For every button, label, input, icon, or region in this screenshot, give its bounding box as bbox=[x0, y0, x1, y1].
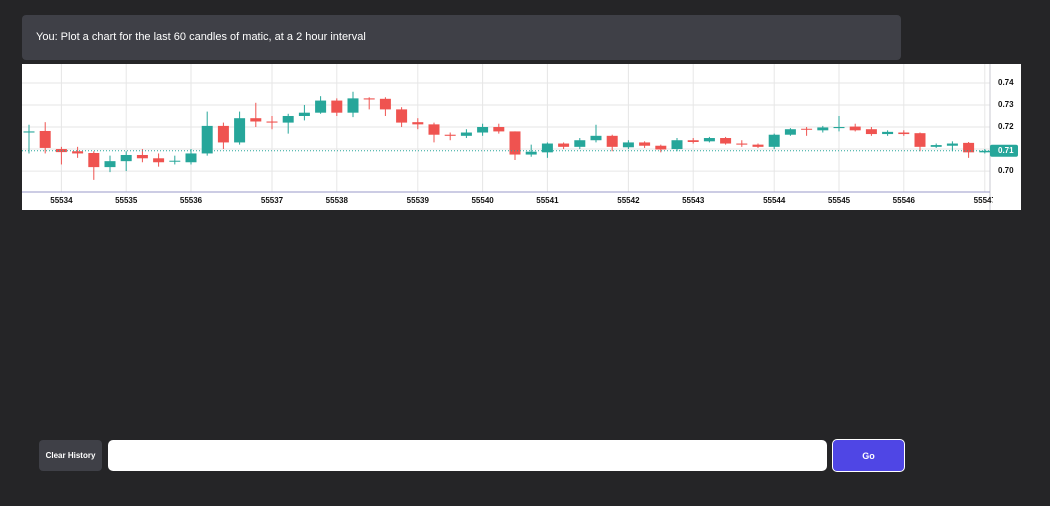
x-tick-label: 55543 bbox=[682, 196, 705, 205]
candle-body bbox=[639, 142, 651, 146]
x-tick-label: 55540 bbox=[471, 196, 494, 205]
candle-body bbox=[347, 98, 359, 113]
candle-body bbox=[849, 126, 861, 131]
candlestick-chart: 55534 55535 55536 55537 55538 55539 55540 55541… bbox=[22, 64, 1021, 210]
candle-body bbox=[720, 138, 732, 144]
candle-body bbox=[88, 153, 100, 168]
candle-body bbox=[169, 160, 181, 162]
candle-body bbox=[282, 115, 294, 123]
candle-body bbox=[768, 134, 780, 147]
x-tick-label: 55545 bbox=[828, 196, 851, 205]
candle-body bbox=[185, 153, 197, 163]
candle-body bbox=[801, 128, 813, 130]
candle-body bbox=[752, 144, 764, 147]
candle-body bbox=[817, 127, 829, 131]
candle-body bbox=[541, 143, 553, 153]
candle-body bbox=[363, 98, 375, 100]
candle-body bbox=[979, 150, 990, 153]
x-tick-label: 55535 bbox=[115, 196, 138, 205]
y-tick-label: 0.73 bbox=[998, 100, 1014, 109]
clear-history-button[interactable]: Clear History bbox=[39, 440, 102, 471]
candle-body bbox=[590, 135, 602, 141]
candle-body bbox=[914, 133, 926, 147]
prompt-input[interactable] bbox=[108, 440, 827, 471]
candle-body bbox=[201, 125, 213, 154]
go-button[interactable]: Go bbox=[832, 439, 905, 472]
candle-body bbox=[120, 154, 132, 162]
y-tick-label: 0.70 bbox=[998, 166, 1014, 175]
candle-body bbox=[428, 124, 440, 135]
x-tick-label: 55537 bbox=[261, 196, 284, 205]
candle-body bbox=[784, 129, 796, 135]
chat-message: You: Plot a chart for the last 60 candle… bbox=[22, 15, 901, 60]
candle-body bbox=[136, 154, 148, 159]
candle-body bbox=[703, 138, 715, 142]
candle-body bbox=[606, 135, 618, 147]
x-tick-label: 55547 bbox=[974, 196, 997, 205]
candle-body bbox=[525, 151, 537, 155]
candle-body bbox=[930, 145, 942, 147]
candle-body bbox=[833, 127, 845, 129]
x-tick-label: 55539 bbox=[407, 196, 430, 205]
candle-body bbox=[412, 122, 424, 125]
candle-body bbox=[331, 100, 343, 113]
candle-body bbox=[477, 127, 489, 133]
candle-body bbox=[736, 143, 748, 145]
x-tick-label: 55534 bbox=[50, 196, 73, 205]
candle-body bbox=[72, 151, 84, 154]
y-tick-label: 0.72 bbox=[998, 122, 1014, 131]
candle-body bbox=[39, 130, 51, 148]
x-tick-label: 55536 bbox=[180, 196, 203, 205]
candle-body bbox=[153, 158, 165, 163]
candle-body bbox=[266, 121, 278, 123]
candle-body bbox=[687, 140, 699, 142]
candle-body bbox=[622, 142, 634, 148]
x-tick-label: 55544 bbox=[763, 196, 786, 205]
candle-body bbox=[250, 118, 262, 122]
candle-body bbox=[234, 118, 246, 143]
candle-body bbox=[444, 134, 456, 136]
candle-body bbox=[460, 132, 472, 136]
candle-body bbox=[23, 131, 35, 133]
candle-body bbox=[865, 129, 877, 135]
candle-body bbox=[396, 109, 408, 123]
candle-body bbox=[298, 112, 310, 116]
candle-body bbox=[963, 142, 975, 153]
candle-body bbox=[217, 125, 229, 143]
candle-body bbox=[655, 145, 667, 150]
candle-body bbox=[574, 140, 586, 147]
candle-body bbox=[493, 127, 505, 132]
candle-body bbox=[509, 131, 521, 155]
y-tick-label: 0.74 bbox=[998, 78, 1014, 87]
candle-body bbox=[315, 100, 327, 113]
last-price-label: 0.71 bbox=[998, 146, 1014, 155]
candle-body bbox=[882, 131, 894, 135]
candle-body bbox=[898, 132, 910, 135]
candle-body bbox=[671, 140, 683, 150]
x-tick-label: 55542 bbox=[617, 196, 640, 205]
x-tick-label: 55541 bbox=[536, 196, 559, 205]
last-price-box bbox=[990, 144, 1018, 157]
candle-body bbox=[379, 98, 391, 110]
candle-body bbox=[104, 161, 116, 168]
x-tick-label: 55546 bbox=[893, 196, 916, 205]
candle-body bbox=[558, 143, 570, 147]
x-tick-label: 55538 bbox=[326, 196, 349, 205]
candle-body bbox=[946, 143, 958, 146]
